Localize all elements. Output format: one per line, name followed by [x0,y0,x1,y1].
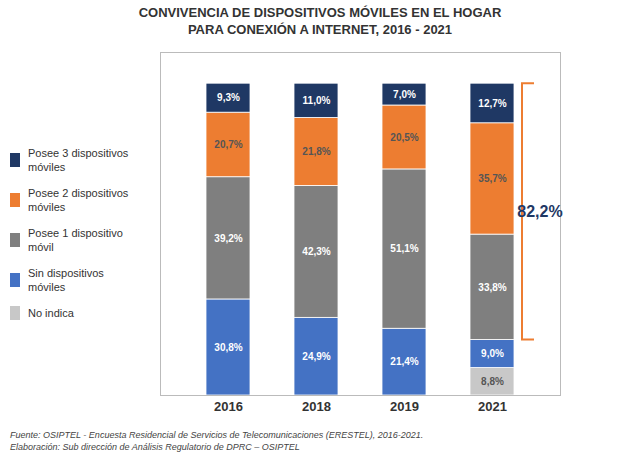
svg-text:2019: 2019 [390,399,419,414]
html-text:Posee 2 dispositivos móviles: Posee 2 dispositivos móviles [28,186,129,213]
svg-text:2016: 2016 [214,399,243,414]
svg-text:42,3%: 42,3% [302,246,330,257]
html-text:No indica: No indica [28,306,74,319]
svg-text:39,2%: 39,2% [214,233,242,244]
html-text:PARA CONEXIÓN A INTERNET, 2016: PARA CONEXIÓN A INTERNET, 2016 - 2021 [187,22,453,37]
svg-text:2018: 2018 [302,399,331,414]
svg-text:21,8%: 21,8% [302,146,330,157]
svg-text:8,8%: 8,8% [481,376,504,387]
html-text:Posee 1 dispositivo móvil: Posee 1 dispositivo móvil [28,226,123,253]
html-text:Sin dispositivos móviles: Sin dispositivos móviles [28,266,104,293]
svg-text:24,9%: 24,9% [302,351,330,362]
svg-text:9,3%: 9,3% [217,92,240,103]
svg-text:20,7%: 20,7% [214,139,242,150]
html-text:Fuente: OSIPTEL - Encuesta Res: Fuente: OSIPTEL - Encuesta Residencial d… [10,430,424,440]
svg-text:7,0%: 7,0% [393,89,416,100]
svg-text:51,1%: 51,1% [390,243,418,254]
svg-text:2021: 2021 [478,399,507,414]
svg-text:11,0%: 11,0% [303,95,331,106]
svg-text:20,5%: 20,5% [390,132,418,143]
html-text:Posee 3 dispositivos móviles: Posee 3 dispositivos móviles [28,146,129,173]
svg-text:30,8%: 30,8% [214,342,242,353]
svg-text:82,2%: 82,2% [517,203,562,220]
html-text:Elaboración: Sub dirección de: Elaboración: Sub dirección de Análisis R… [10,442,300,452]
svg-text:21,4%: 21,4% [390,356,418,367]
html-text:CONVIVENCIA DE DISPOSITIVOS MÓ: CONVIVENCIA DE DISPOSITIVOS MÓVILES EN E… [138,5,502,20]
svg-text:33,8%: 33,8% [478,281,506,292]
svg-text:12,7%: 12,7% [478,98,506,109]
svg-text:35,7%: 35,7% [478,173,506,184]
svg-text:9,0%: 9,0% [481,348,504,359]
